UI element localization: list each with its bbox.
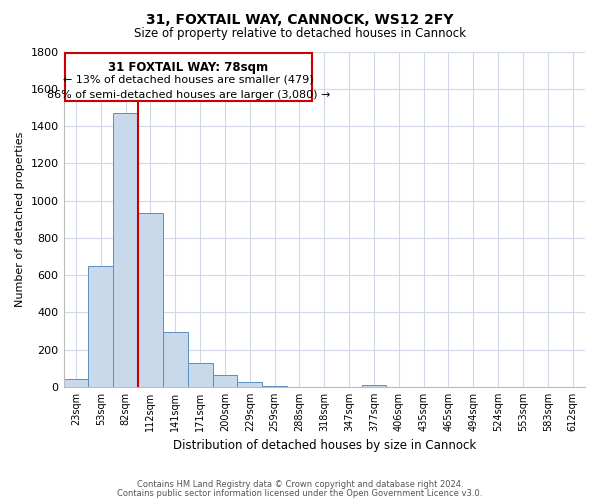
Bar	[262, 386, 287, 387]
Text: ← 13% of detached houses are smaller (479): ← 13% of detached houses are smaller (47…	[63, 75, 314, 85]
Text: Size of property relative to detached houses in Cannock: Size of property relative to detached ho…	[134, 28, 466, 40]
Bar	[138, 212, 163, 387]
X-axis label: Distribution of detached houses by size in Cannock: Distribution of detached houses by size …	[173, 440, 476, 452]
Bar	[362, 385, 386, 387]
Text: Contains HM Land Registry data © Crown copyright and database right 2024.: Contains HM Land Registry data © Crown c…	[137, 480, 463, 489]
Bar	[238, 382, 262, 387]
Text: 86% of semi-detached houses are larger (3,080) →: 86% of semi-detached houses are larger (…	[47, 90, 330, 100]
Text: 31 FOXTAIL WAY: 78sqm: 31 FOXTAIL WAY: 78sqm	[108, 61, 268, 74]
Bar	[113, 113, 138, 387]
Bar	[188, 362, 212, 387]
Bar	[64, 380, 88, 387]
Bar	[163, 332, 188, 387]
Text: Contains public sector information licensed under the Open Government Licence v3: Contains public sector information licen…	[118, 489, 482, 498]
FancyBboxPatch shape	[65, 54, 312, 101]
Y-axis label: Number of detached properties: Number of detached properties	[15, 132, 25, 307]
Bar	[88, 266, 113, 387]
Bar	[212, 375, 238, 387]
Text: 31, FOXTAIL WAY, CANNOCK, WS12 2FY: 31, FOXTAIL WAY, CANNOCK, WS12 2FY	[146, 12, 454, 26]
